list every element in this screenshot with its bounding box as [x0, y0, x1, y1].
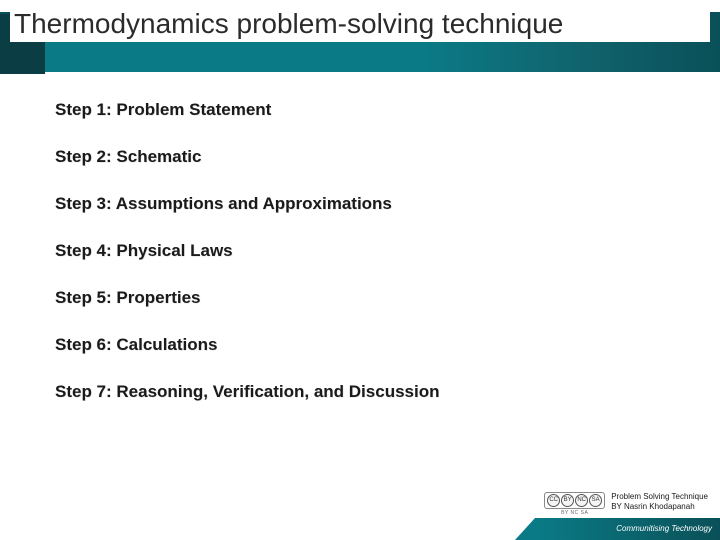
step-item: Step 7: Reasoning, Verification, and Dis… — [55, 382, 655, 402]
step-item: Step 3: Assumptions and Approximations — [55, 194, 655, 214]
step-item: Step 1: Problem Statement — [55, 100, 655, 120]
slide-title: Thermodynamics problem-solving technique — [10, 6, 710, 42]
attribution-line1: Problem Solving Technique — [611, 492, 708, 502]
step-item: Step 2: Schematic — [55, 147, 655, 167]
footer-tag: Communitising Technology — [535, 518, 720, 540]
step-item: Step 5: Properties — [55, 288, 655, 308]
step-item: Step 6: Calculations — [55, 335, 655, 355]
footer: Communitising Technology — [0, 504, 720, 540]
step-item: Step 4: Physical Laws — [55, 241, 655, 261]
steps-list: Step 1: Problem Statement Step 2: Schema… — [55, 100, 655, 429]
